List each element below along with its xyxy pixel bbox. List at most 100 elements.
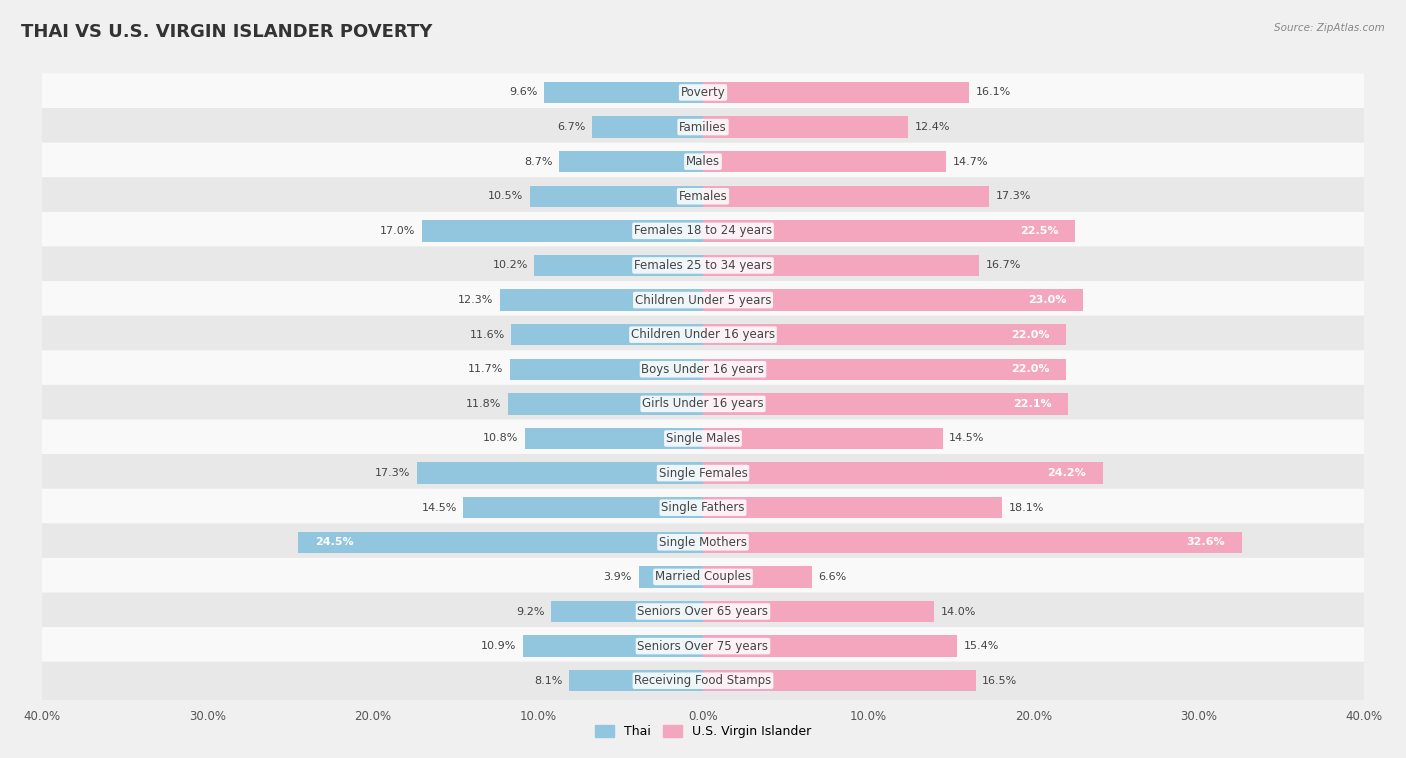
Bar — [523, 635, 703, 657]
FancyBboxPatch shape — [25, 246, 1381, 284]
Bar — [638, 566, 703, 587]
Bar — [530, 186, 703, 207]
FancyBboxPatch shape — [25, 108, 1381, 146]
Text: Children Under 5 years: Children Under 5 years — [634, 293, 772, 306]
Bar — [524, 428, 703, 449]
FancyBboxPatch shape — [25, 454, 1381, 492]
Bar — [703, 497, 1002, 518]
Bar — [703, 428, 942, 449]
Text: 32.6%: 32.6% — [1187, 537, 1225, 547]
Text: 14.5%: 14.5% — [949, 434, 984, 443]
Text: 6.6%: 6.6% — [818, 572, 846, 582]
Text: Receiving Food Stamps: Receiving Food Stamps — [634, 674, 772, 688]
Text: Females: Females — [679, 190, 727, 202]
Text: 10.2%: 10.2% — [492, 261, 527, 271]
Text: Females 25 to 34 years: Females 25 to 34 years — [634, 259, 772, 272]
Bar — [703, 670, 976, 691]
Text: Married Couples: Married Couples — [655, 571, 751, 584]
Bar — [703, 601, 934, 622]
Bar — [569, 670, 703, 691]
FancyBboxPatch shape — [25, 177, 1381, 215]
Bar — [298, 531, 703, 553]
Text: 22.1%: 22.1% — [1012, 399, 1052, 409]
Bar — [703, 462, 1102, 484]
Text: 12.4%: 12.4% — [914, 122, 950, 132]
Text: 14.7%: 14.7% — [952, 157, 988, 167]
FancyBboxPatch shape — [25, 558, 1381, 596]
Text: 18.1%: 18.1% — [1008, 503, 1045, 512]
Text: 11.6%: 11.6% — [470, 330, 505, 340]
Bar — [422, 220, 703, 242]
FancyBboxPatch shape — [25, 593, 1381, 631]
FancyBboxPatch shape — [25, 489, 1381, 527]
FancyBboxPatch shape — [25, 662, 1381, 700]
FancyBboxPatch shape — [25, 211, 1381, 250]
Bar — [534, 255, 703, 276]
Text: Seniors Over 65 years: Seniors Over 65 years — [637, 605, 769, 618]
Bar — [499, 290, 703, 311]
Text: Single Mothers: Single Mothers — [659, 536, 747, 549]
Bar — [703, 393, 1069, 415]
Bar — [703, 290, 1083, 311]
Text: Families: Families — [679, 121, 727, 133]
Bar — [703, 82, 969, 103]
Bar — [703, 531, 1241, 553]
Bar — [703, 186, 988, 207]
Bar — [703, 255, 979, 276]
Text: 6.7%: 6.7% — [557, 122, 586, 132]
Bar — [551, 601, 703, 622]
Text: 10.9%: 10.9% — [481, 641, 516, 651]
Text: 22.0%: 22.0% — [1011, 330, 1050, 340]
Text: Poverty: Poverty — [681, 86, 725, 99]
FancyBboxPatch shape — [25, 523, 1381, 562]
Text: 8.7%: 8.7% — [524, 157, 553, 167]
Text: 17.0%: 17.0% — [380, 226, 416, 236]
Text: Males: Males — [686, 155, 720, 168]
Text: Females 18 to 24 years: Females 18 to 24 years — [634, 224, 772, 237]
Text: 9.2%: 9.2% — [516, 606, 544, 616]
Legend: Thai, U.S. Virgin Islander: Thai, U.S. Virgin Islander — [591, 720, 815, 744]
Bar — [703, 324, 1066, 346]
Text: 17.3%: 17.3% — [995, 191, 1031, 202]
Text: 14.0%: 14.0% — [941, 606, 976, 616]
FancyBboxPatch shape — [25, 627, 1381, 666]
Text: 10.8%: 10.8% — [482, 434, 517, 443]
Text: Seniors Over 75 years: Seniors Over 75 years — [637, 640, 769, 653]
Text: 17.3%: 17.3% — [375, 468, 411, 478]
Text: 15.4%: 15.4% — [965, 641, 1000, 651]
Text: 8.1%: 8.1% — [534, 675, 562, 686]
Bar — [510, 359, 703, 380]
Bar — [703, 359, 1066, 380]
Text: 23.0%: 23.0% — [1028, 295, 1066, 305]
Text: Children Under 16 years: Children Under 16 years — [631, 328, 775, 341]
FancyBboxPatch shape — [25, 281, 1381, 319]
Bar — [464, 497, 703, 518]
Bar — [544, 82, 703, 103]
Bar — [592, 116, 703, 138]
FancyBboxPatch shape — [25, 315, 1381, 354]
Bar — [703, 151, 946, 172]
Text: Single Males: Single Males — [666, 432, 740, 445]
Text: Source: ZipAtlas.com: Source: ZipAtlas.com — [1274, 23, 1385, 33]
Text: 22.5%: 22.5% — [1019, 226, 1059, 236]
Bar — [560, 151, 703, 172]
Text: 14.5%: 14.5% — [422, 503, 457, 512]
Text: 9.6%: 9.6% — [509, 87, 537, 98]
FancyBboxPatch shape — [25, 350, 1381, 388]
Bar — [512, 324, 703, 346]
Text: 16.5%: 16.5% — [983, 675, 1018, 686]
Bar — [703, 635, 957, 657]
Text: 24.2%: 24.2% — [1047, 468, 1087, 478]
Text: 3.9%: 3.9% — [603, 572, 631, 582]
FancyBboxPatch shape — [25, 419, 1381, 458]
Text: 10.5%: 10.5% — [488, 191, 523, 202]
FancyBboxPatch shape — [25, 143, 1381, 180]
Text: Single Fathers: Single Fathers — [661, 501, 745, 514]
Text: Girls Under 16 years: Girls Under 16 years — [643, 397, 763, 410]
Text: 12.3%: 12.3% — [458, 295, 494, 305]
Text: Boys Under 16 years: Boys Under 16 years — [641, 363, 765, 376]
Text: 24.5%: 24.5% — [315, 537, 353, 547]
Bar — [418, 462, 703, 484]
Bar — [508, 393, 703, 415]
FancyBboxPatch shape — [25, 74, 1381, 111]
